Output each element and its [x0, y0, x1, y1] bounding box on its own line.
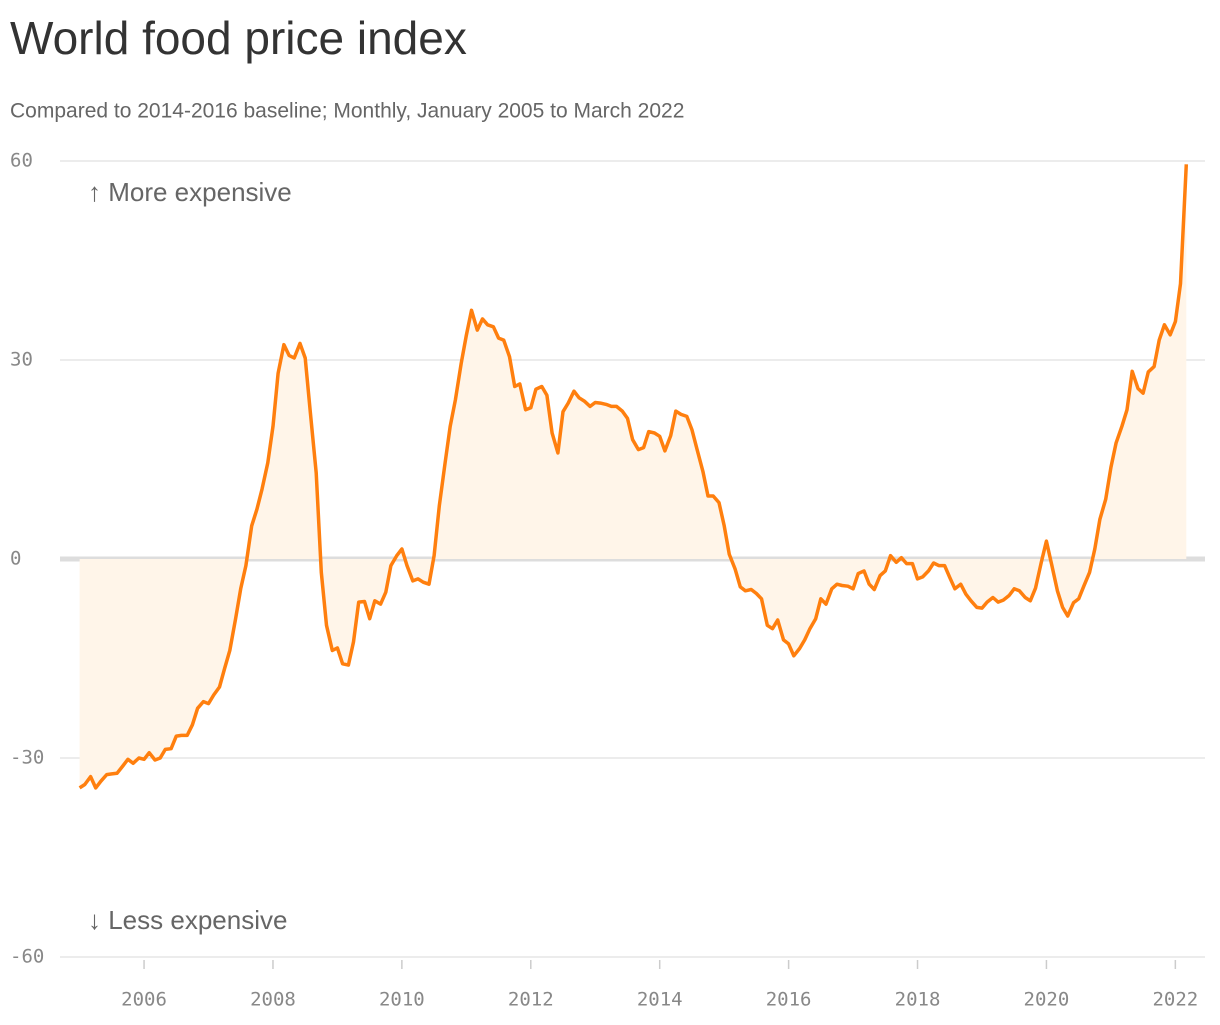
x-tick-label: 2020: [1024, 989, 1070, 1011]
x-tick-label: 2022: [1152, 989, 1198, 1011]
annotation: ↓ Less expensive: [88, 905, 287, 935]
x-tick-label: 2008: [250, 989, 296, 1011]
x-tick-label: 2010: [379, 989, 425, 1011]
y-tick-label: 0: [10, 548, 21, 570]
y-tick-label: 60: [10, 150, 33, 172]
area: [79, 164, 1187, 788]
x-tick-label: 2012: [508, 989, 554, 1011]
x-tick-label: 2006: [121, 989, 167, 1011]
y-tick-label: 30: [10, 349, 33, 371]
x-tick-label: 2016: [766, 989, 812, 1011]
x-tick-label: 2018: [895, 989, 941, 1011]
y-tick-label: -30: [10, 747, 44, 769]
x-tick-label: 2014: [637, 989, 683, 1011]
chart-subtitle: Compared to 2014-2016 baseline; Monthly,…: [10, 100, 684, 123]
annotation: ↑ More expensive: [88, 177, 292, 207]
line: [78, 164, 1189, 790]
y-tick-label: -60: [10, 946, 44, 968]
chart-title: World food price index: [10, 12, 467, 64]
